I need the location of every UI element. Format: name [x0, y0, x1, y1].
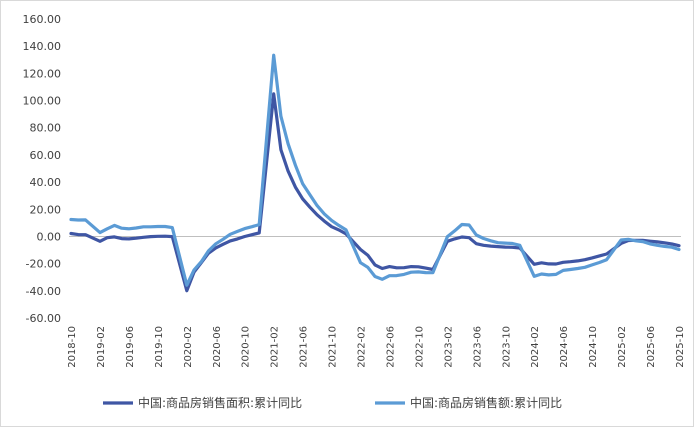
x-tick-label: 2023-10	[501, 326, 512, 368]
x-tick-label: 2025-10	[675, 326, 686, 368]
y-tick-label: 40.00	[30, 176, 62, 189]
x-tick-label: 2024-10	[588, 326, 599, 368]
x-tick-label: 2021-10	[328, 326, 339, 368]
x-tick-label: 2021-02	[270, 326, 281, 368]
x-tick-label: 2022-02	[357, 326, 368, 368]
x-tick-label: 2025-02	[617, 326, 628, 368]
y-tick-label: 160.00	[23, 13, 62, 26]
y-tick-label: 140.00	[23, 40, 62, 53]
series-line-2	[69, 53, 681, 287]
x-tick-label: 2018-10	[67, 326, 78, 368]
x-tick-label: 2024-02	[530, 326, 541, 368]
x-tick-label: 2020-02	[183, 326, 194, 368]
legend-label-2: 中国:商品房销售额:累计同比	[410, 395, 562, 410]
x-tick-label: 2023-06	[472, 326, 483, 368]
x-tick-label: 2023-02	[443, 326, 454, 368]
x-tick-label: 2020-06	[212, 326, 223, 368]
x-tick-label: 2020-10	[241, 326, 252, 368]
y-tick-label: 0.00	[37, 230, 62, 243]
x-tick-label: 2019-02	[96, 326, 107, 368]
x-tick-label: 2022-10	[414, 326, 425, 368]
y-tick-label: 80.00	[30, 122, 62, 135]
y-tick-label: -20.00	[26, 258, 61, 271]
series-line-1	[69, 92, 681, 293]
y-tick-label: 100.00	[23, 95, 62, 108]
x-tick-label: 2021-06	[299, 326, 310, 368]
x-tick-label: 2024-06	[559, 326, 570, 368]
x-tick-label: 2019-10	[154, 326, 165, 368]
legend-label-1: 中国:商品房销售面积:累计同比	[138, 395, 302, 410]
y-tick-label: 120.00	[23, 67, 62, 80]
y-tick-label: 20.00	[30, 203, 62, 216]
y-tick-label: -40.00	[26, 285, 61, 298]
x-tick-label: 2025-06	[646, 326, 657, 368]
x-tick-label: 2019-06	[125, 326, 136, 368]
y-tick-label: -60.00	[26, 312, 61, 325]
y-tick-label: 60.00	[30, 149, 62, 162]
x-tick-label: 2022-06	[385, 326, 396, 368]
